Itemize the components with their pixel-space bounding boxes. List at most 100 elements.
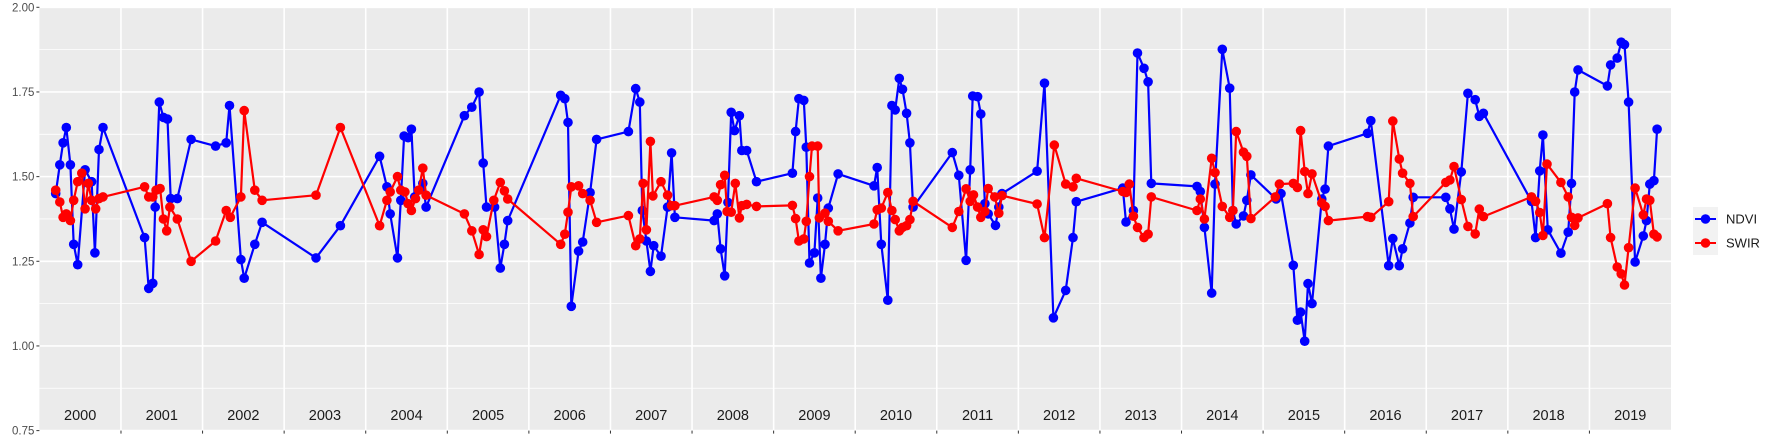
swir-point [1060,179,1071,189]
swir-point [1295,125,1306,136]
ndvi-point [804,258,815,268]
swir-point [172,214,183,224]
ndvi-point [236,254,246,265]
ndvi-point [499,239,510,250]
swir-point [1445,175,1455,185]
swir-point [887,205,897,216]
ndvi-point [1195,186,1206,197]
year-label-2001: 2001 [146,408,178,424]
ndvi-point [1623,97,1634,107]
ndvi-point [1146,178,1157,189]
ndvi-point [787,168,798,178]
y-tick-label: 1.25 [12,256,34,268]
swir-point [1246,213,1256,224]
swir-point [961,184,971,194]
swir-point [1124,179,1135,189]
ndvi-point [630,83,641,94]
ndvi-point [1449,224,1459,234]
y-tick-label: 0.75 [12,426,34,438]
ndvi-point [98,122,108,133]
swir-point [1292,182,1303,193]
ndvi-point [1478,108,1489,119]
swir-point [1132,222,1143,233]
swir-point [1563,192,1573,202]
swir-point [410,193,421,204]
ndvi-point [799,95,809,106]
ndvi-point [467,102,477,112]
ndvi-point [459,110,470,121]
ndvi-point [406,124,417,134]
ndvi-point [1612,53,1622,63]
swir-point [1143,229,1153,239]
ndvi-point [591,134,602,145]
ndvi-point [1303,278,1313,289]
ndvi-point [883,295,893,306]
swir-point [662,190,673,200]
year-label-2019: 2019 [1614,408,1646,424]
swir-point [186,256,196,267]
year-label-2000: 2000 [64,408,96,424]
ndvi-point [90,248,100,258]
ndvi-point [1132,48,1143,58]
swir-point [1449,161,1459,172]
ndvi-point [645,266,656,277]
ndvi-point [872,162,882,173]
swir-point [555,239,566,250]
swir-point [908,196,918,207]
swir-point [1408,211,1418,222]
ndvi-point [566,301,577,312]
swir-point [730,178,741,189]
y-axis: 0.75 1.00 1.25 1.50 1.75 2.00 [12,2,40,438]
year-label-2008: 2008 [717,408,749,424]
swir-point [1474,204,1485,214]
swir-point [1478,211,1489,222]
swir-point [1616,269,1626,279]
ndvi-point [1530,232,1541,243]
ndvi-point [961,255,971,266]
swir-point [1366,212,1376,223]
ndvi-point [666,148,677,158]
swir-point [1128,211,1139,221]
swir-point [1394,154,1405,164]
swir-point [467,226,477,236]
swir-point [1630,183,1640,193]
series-swir [50,105,1662,290]
swir-point [591,217,602,228]
ndvi-point [670,212,680,223]
swir-point [165,202,175,212]
ndvi-point [502,215,513,226]
swir-point [83,178,94,189]
swir-point [80,204,90,214]
swir-point [1274,179,1285,189]
ndvi-point [1362,128,1373,139]
swir-point [257,195,267,206]
ndvi-point [421,202,431,212]
ndvi-point [94,144,104,155]
swir-point [86,195,97,206]
ndvi-point [1470,94,1480,105]
swir-point [406,205,417,216]
ndvi-point [1224,83,1235,93]
ndvi-point [148,278,158,289]
swir-point [1619,280,1630,290]
swir-point [481,231,492,242]
swir-point [499,186,510,196]
year-label-2005: 2005 [472,408,504,424]
ndvi-point [1534,166,1545,176]
ndvi-point [495,263,506,273]
ndvi-point [876,239,887,250]
swir-point [734,213,745,223]
swir-point [65,215,76,226]
ndvi-point [1231,219,1241,229]
ndvi-point [311,253,321,263]
swir-point [890,214,900,225]
swir-point [787,200,798,211]
ndvi-point [965,165,975,175]
ndvi-point [224,100,235,111]
swir-point [790,213,801,224]
ndvi-point [139,232,150,243]
ndvi-point [1456,167,1467,177]
ndvi-point [335,220,346,231]
swir-point [726,207,736,217]
swir-point [1573,213,1583,223]
